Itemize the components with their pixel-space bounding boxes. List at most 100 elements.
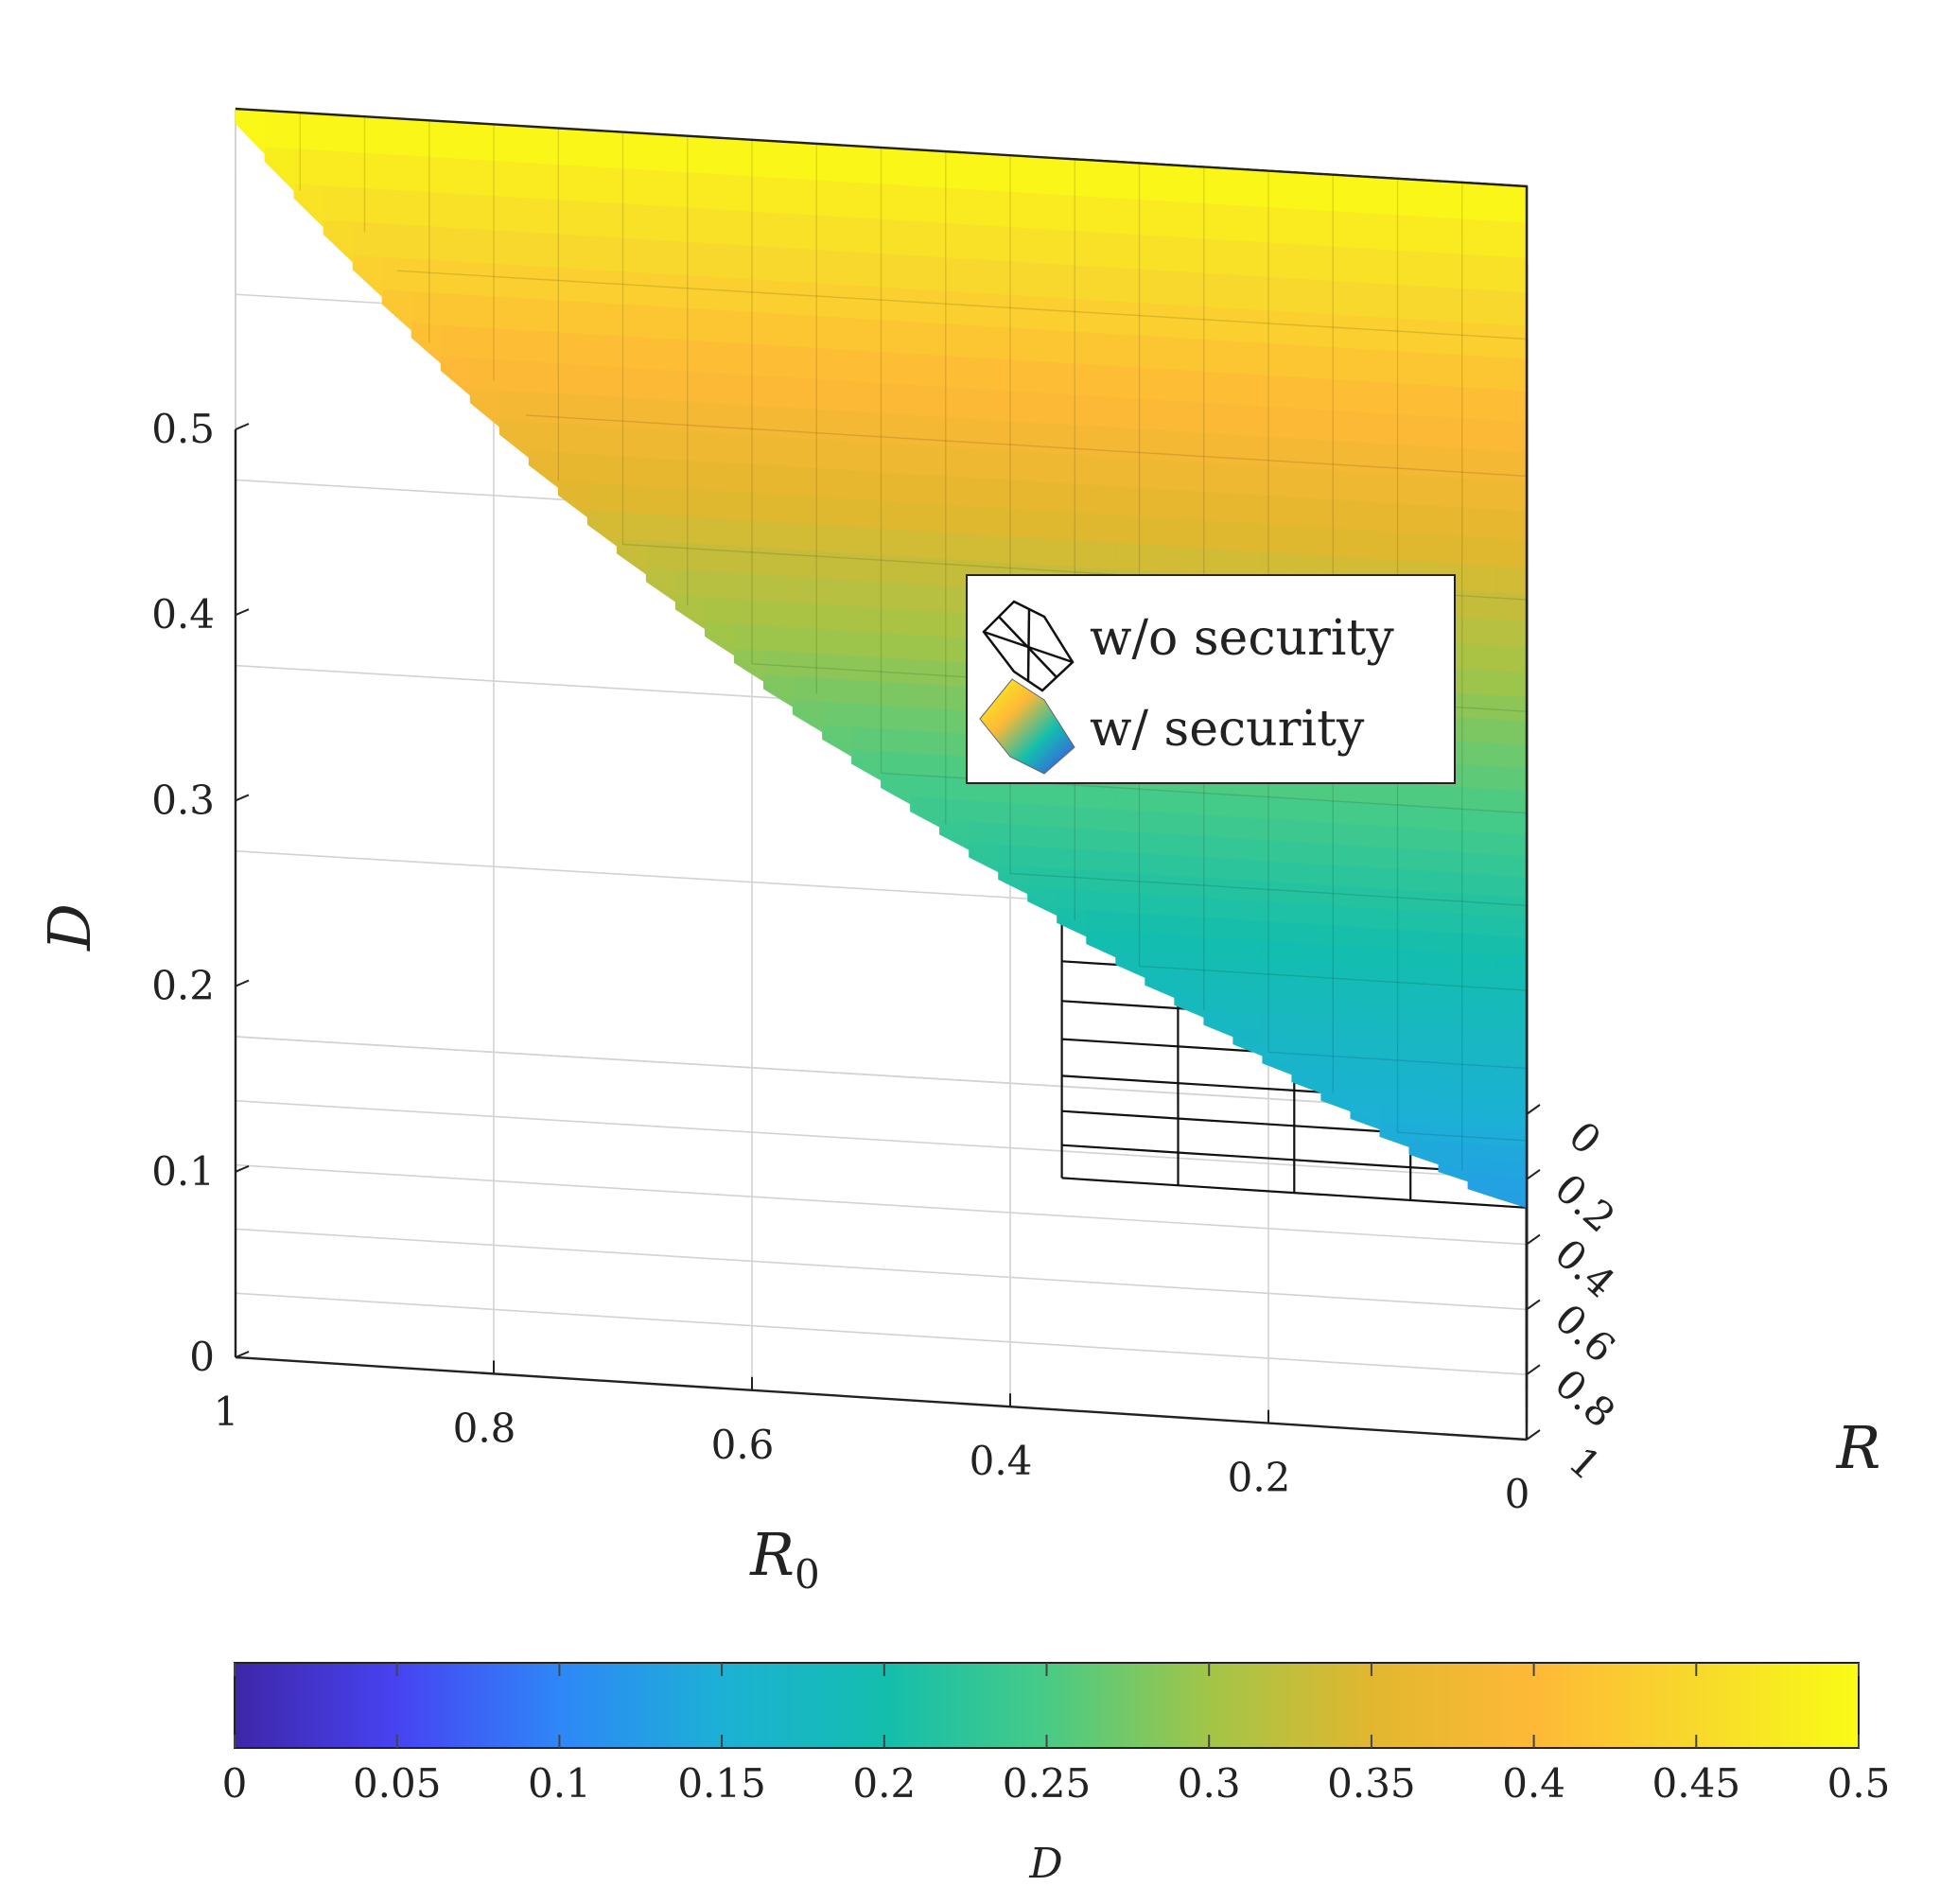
surface-patch bbox=[528, 126, 559, 166]
surface-patch bbox=[1467, 253, 1498, 291]
surface-patch bbox=[1232, 937, 1264, 960]
surface-patch bbox=[1320, 245, 1352, 283]
surface-patch bbox=[645, 428, 676, 460]
surface-patch bbox=[1408, 949, 1440, 970]
surface-patch bbox=[1115, 930, 1146, 952]
surface-patch bbox=[1320, 904, 1352, 927]
surface-patch bbox=[969, 533, 999, 563]
surface-patch bbox=[1408, 503, 1440, 535]
surface-patch bbox=[881, 750, 911, 776]
tick-label-d: 0 bbox=[189, 1334, 215, 1380]
surface-patch bbox=[1057, 537, 1088, 568]
surface-patch bbox=[998, 822, 1028, 847]
surface-patch bbox=[851, 181, 882, 219]
surface-patch bbox=[1203, 237, 1234, 275]
surface-patch bbox=[1203, 935, 1234, 958]
surface-patch bbox=[1115, 396, 1146, 430]
surface-patch bbox=[763, 599, 794, 628]
surface-patch bbox=[1145, 932, 1176, 954]
surface-patch bbox=[1320, 409, 1352, 443]
surface-patch bbox=[1320, 821, 1352, 846]
surface-patch bbox=[1320, 999, 1352, 1020]
surface-patch bbox=[1232, 993, 1264, 1015]
surface-patch bbox=[557, 164, 588, 202]
surface-patch bbox=[1057, 805, 1088, 830]
surface-patch bbox=[1467, 786, 1498, 812]
surface-patch bbox=[1027, 803, 1057, 828]
tick-mark-r bbox=[1526, 1233, 1541, 1246]
surface-patch bbox=[1086, 298, 1117, 335]
surface-patch bbox=[1174, 517, 1205, 549]
surface-patch bbox=[734, 545, 764, 575]
surface-patch bbox=[1262, 995, 1293, 1017]
surface-patch bbox=[763, 176, 794, 215]
surface-patch bbox=[1379, 412, 1410, 446]
surface-patch bbox=[851, 410, 882, 444]
surface-patch bbox=[645, 271, 676, 308]
surface-patch bbox=[1027, 536, 1057, 567]
surface-patch bbox=[998, 154, 1028, 193]
surface-patch bbox=[264, 110, 295, 149]
surface-patch bbox=[1291, 407, 1322, 441]
surface-patch bbox=[352, 220, 383, 257]
surface-patch bbox=[645, 485, 676, 516]
surface-patch bbox=[969, 257, 999, 295]
surface-patch bbox=[1496, 972, 1528, 995]
surface-patch bbox=[1350, 885, 1381, 909]
surface-patch bbox=[881, 147, 911, 186]
surface-patch bbox=[1496, 508, 1528, 540]
surface-patch bbox=[881, 412, 911, 445]
surface-patch bbox=[1145, 515, 1176, 547]
surface-patch bbox=[1291, 437, 1322, 470]
surface-patch bbox=[1496, 1144, 1528, 1163]
surface-patch bbox=[381, 116, 412, 156]
surface-patch bbox=[674, 400, 706, 433]
surface-patch bbox=[1379, 472, 1410, 505]
surface-patch bbox=[851, 630, 882, 658]
surface-patch bbox=[734, 597, 764, 626]
surface-patch bbox=[1379, 530, 1410, 561]
surface-patch bbox=[498, 195, 530, 233]
surface-patch bbox=[822, 628, 852, 656]
surface-patch bbox=[969, 821, 999, 845]
surface-patch bbox=[1291, 960, 1322, 982]
surface-patch bbox=[1115, 911, 1146, 934]
surface-patch bbox=[1174, 460, 1205, 492]
surface-patch bbox=[881, 253, 911, 289]
surface-patch bbox=[910, 556, 940, 585]
surface-patch bbox=[1203, 835, 1234, 860]
surface-patch bbox=[1174, 875, 1205, 899]
colorbar-tick-label: 0.4 bbox=[1502, 1760, 1565, 1807]
surface-patch bbox=[674, 459, 706, 490]
surface-patch bbox=[881, 727, 911, 754]
surface-patch bbox=[586, 166, 618, 204]
surface-patch bbox=[1379, 1072, 1410, 1092]
surface-patch bbox=[616, 455, 647, 487]
surface-patch bbox=[1115, 787, 1146, 812]
surface-patch bbox=[763, 463, 794, 496]
surface-patch bbox=[939, 186, 970, 225]
tick-label-r: 0.4 bbox=[1546, 1230, 1623, 1306]
surface-patch bbox=[793, 376, 823, 410]
surface-patch bbox=[705, 340, 735, 375]
surface-patch bbox=[645, 457, 676, 488]
surface-patch bbox=[1320, 209, 1352, 248]
surface-patch bbox=[881, 704, 911, 731]
surface-patch bbox=[1438, 1023, 1469, 1045]
colorbar-tick-label: 0.2 bbox=[852, 1760, 916, 1807]
surface-patch bbox=[822, 180, 852, 218]
surface-patch bbox=[1408, 1107, 1440, 1127]
surface-patch bbox=[1350, 314, 1381, 351]
surface-patch bbox=[1027, 155, 1057, 195]
surface-patch bbox=[939, 323, 970, 358]
surface-patch bbox=[498, 389, 530, 422]
surface-patch bbox=[1379, 213, 1410, 252]
surface-patch bbox=[1467, 763, 1498, 790]
surface-patch bbox=[440, 226, 471, 263]
surface-patch bbox=[1232, 918, 1264, 941]
surface-patch bbox=[1145, 397, 1176, 431]
surface-patch bbox=[1262, 839, 1293, 864]
surface-patch bbox=[1467, 952, 1498, 974]
surface-patch bbox=[440, 292, 471, 327]
surface-patch bbox=[1203, 519, 1234, 550]
